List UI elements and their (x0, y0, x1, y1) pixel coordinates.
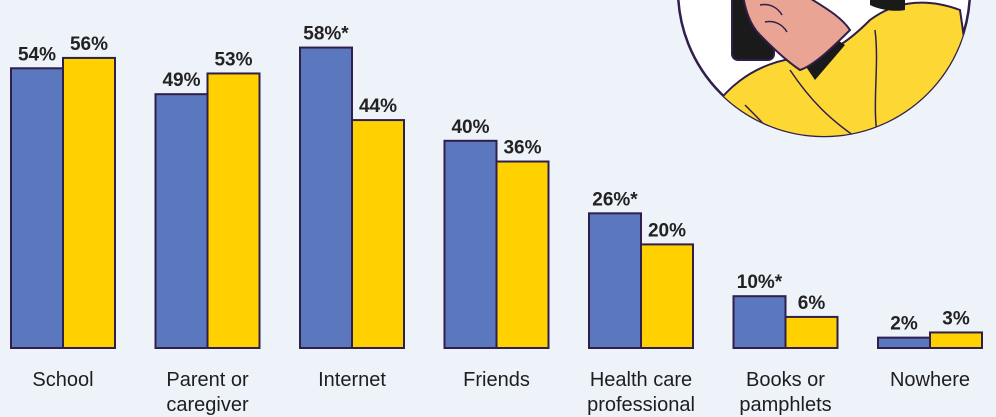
value-label-0-series-1: 56% (70, 34, 108, 55)
value-label-2-series-1: 44% (359, 96, 397, 117)
value-labels-layer: 54% 56% 49% 53% 58%* 44% 40% 36% 26%* 20% 10%* 6% 2%… (18, 24, 970, 335)
person-phone-illustration (677, 0, 971, 138)
bar-4-series-1 (640, 243, 694, 349)
value-label-5-series-1: 6% (798, 293, 826, 314)
value-label-3-series-1: 36% (503, 138, 541, 159)
bar-3-series-1 (495, 160, 550, 349)
bar-6-series-1 (929, 331, 983, 349)
category-label-0-line-0: School (32, 369, 93, 391)
category-label-3-line-0: Friends (463, 369, 530, 391)
value-label-6-series-1: 3% (942, 308, 970, 329)
bar-6-series-0 (877, 336, 931, 350)
bar-2-series-0 (299, 46, 353, 350)
value-label-4-series-0: 26%* (592, 189, 638, 210)
category-label-5-line-1: pamphlets (739, 394, 831, 416)
value-label-5-series-0: 10%* (737, 272, 783, 293)
category-label-5-line-0: Books or (746, 369, 825, 391)
category-label-1-line-1: caregiver (166, 394, 249, 416)
value-label-0-series-0: 54% (18, 44, 56, 65)
value-label-2-series-0: 58%* (303, 24, 349, 45)
bar-1-series-1 (206, 72, 261, 350)
bars-layer (10, 46, 983, 350)
value-label-1-series-1: 53% (214, 49, 252, 70)
bar-3-series-0 (443, 139, 498, 349)
bar-0-series-1 (62, 56, 116, 349)
category-label-1-line-0: Parent or (166, 369, 249, 391)
category-label-4-line-1: professional (587, 394, 695, 416)
bar-5-series-0 (732, 295, 787, 350)
category-label-4-line-0: Health care (590, 369, 692, 391)
value-label-6-series-0: 2% (890, 314, 918, 335)
category-labels-layer: School Parent or caregiver Internet Friends H… (32, 369, 970, 416)
bar-4-series-0 (588, 212, 642, 349)
category-label-6-line-0: Nowhere (890, 369, 970, 391)
value-label-4-series-1: 20% (648, 220, 686, 241)
bar-1-series-0 (154, 93, 209, 350)
bar-0-series-0 (10, 67, 64, 349)
bar-5-series-1 (784, 315, 839, 350)
value-label-1-series-0: 49% (162, 70, 200, 91)
value-label-3-series-0: 40% (451, 117, 489, 138)
bar-2-series-1 (351, 119, 405, 349)
category-label-2-line-0: Internet (318, 369, 386, 391)
